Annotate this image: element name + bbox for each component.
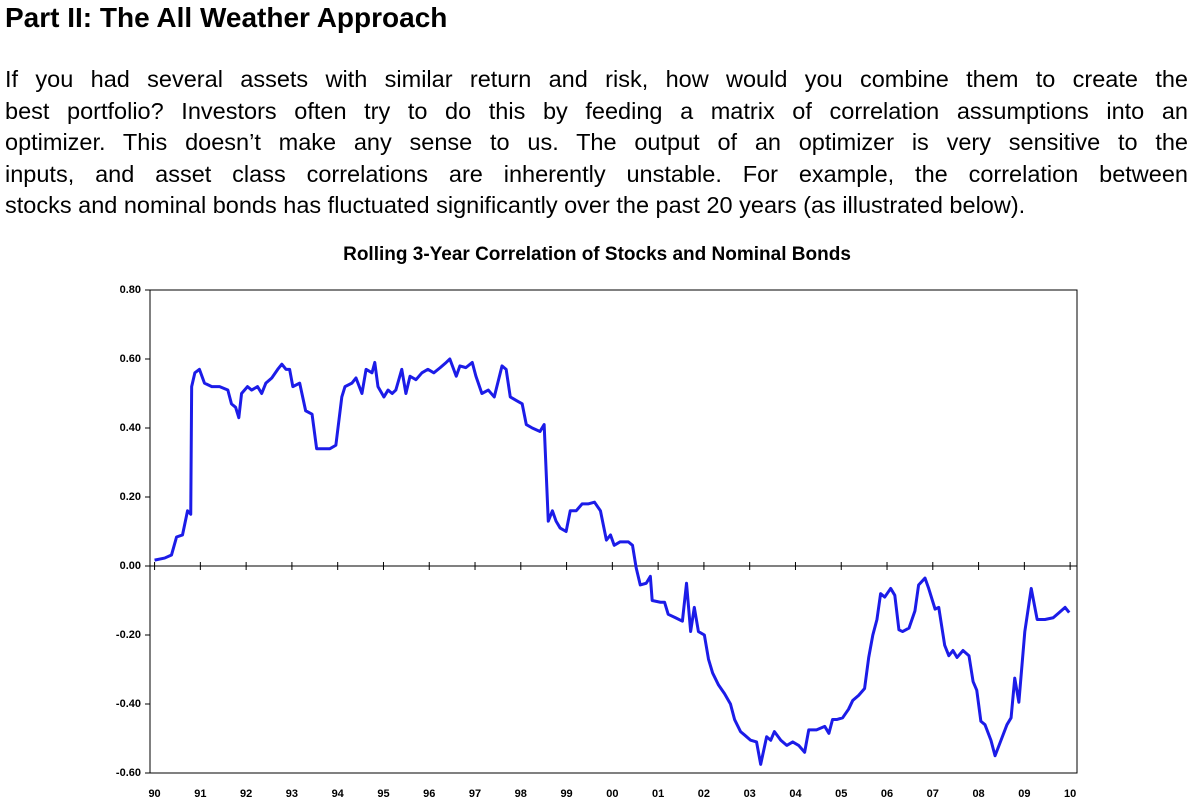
chart-title: Rolling 3-Year Correlation of Stocks and… [343, 244, 851, 265]
x-tick-label: 92 [240, 788, 252, 800]
x-tick-label: 90 [148, 788, 160, 800]
x-tick-label: 95 [377, 788, 389, 800]
x-tick-label: 94 [332, 788, 345, 800]
x-tick-label: 05 [835, 788, 847, 800]
x-tick-label: 91 [194, 788, 206, 800]
paragraph-line: inputs, and asset class correlations are… [5, 160, 1188, 187]
x-tick-label: 09 [1018, 788, 1030, 800]
x-tick-label: 96 [423, 788, 435, 800]
x-tick-label: 93 [286, 788, 298, 800]
paragraph-line: stocks and nominal bonds has fluctuated … [5, 192, 1026, 218]
x-tick-label: 00 [606, 788, 618, 800]
heading: Part II: The All Weather Approach [5, 2, 448, 33]
x-tick-label: 01 [652, 788, 664, 800]
data-line [154, 357, 1071, 766]
paragraph-line: optimizer. This doesn’t make any sense t… [5, 129, 1188, 155]
x-tick-label: 99 [560, 788, 572, 800]
y-tick-label: -0.40 [116, 698, 141, 710]
x-tick-label: 10 [1064, 788, 1076, 800]
paragraph-line: If you had several assets with similar r… [5, 66, 1188, 92]
x-tick-label: 08 [972, 788, 984, 800]
y-tick-label: 0.20 [120, 491, 141, 503]
paragraph: If you had several assets with similar r… [5, 64, 1188, 222]
x-tick-label: 02 [698, 788, 710, 800]
y-tick-label: -0.60 [116, 767, 141, 779]
y-tick-label: 0.40 [120, 422, 141, 434]
y-tick-label: -0.20 [116, 629, 141, 641]
x-tick-label: 97 [469, 788, 481, 800]
y-tick-label: 0.80 [120, 284, 141, 296]
plot-frame [149, 289, 1078, 774]
x-tick-label: 98 [515, 788, 527, 800]
paragraph-line: best portfolio? Investors often try to d… [5, 97, 1188, 124]
y-tick-label: 0.00 [120, 560, 141, 572]
x-tick-label: 06 [881, 788, 893, 800]
x-tick-label: 03 [744, 788, 756, 800]
x-tick-label: 04 [789, 788, 802, 800]
y-tick-label: 0.60 [120, 353, 141, 365]
x-tick-label: 07 [927, 788, 939, 800]
